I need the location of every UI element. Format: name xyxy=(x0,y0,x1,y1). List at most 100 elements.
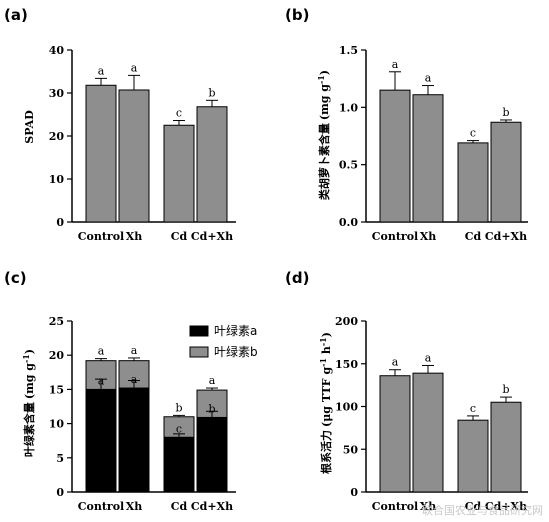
panel-d-ytick-label: 50 xyxy=(343,443,359,456)
panel-c-category-label: Control xyxy=(78,500,124,513)
panel-d-bar xyxy=(379,375,411,493)
panel-c-ylabel: 叶绿素含量 (mg g-1) xyxy=(21,349,36,457)
panel-a-ytick-label: 40 xyxy=(49,44,65,57)
panel-c-bar-chl-a xyxy=(85,388,117,493)
panel-b-category-label: Control xyxy=(372,230,418,243)
panel-c-significance-chl-a: b xyxy=(208,402,215,415)
panel-c-ylabel-unit: (mg g xyxy=(23,363,36,399)
panel-d-category-label: Control xyxy=(372,500,418,513)
legend-swatch-chl-b xyxy=(189,346,209,358)
panel-d-category-label: Cd+Xh xyxy=(485,500,527,513)
panel-d-ylabel-main: 根系活力 xyxy=(319,430,333,474)
panel-a-label: (a) xyxy=(4,6,28,24)
panel-b-significance-label: b xyxy=(502,106,509,119)
panel-c-bar-chl-a xyxy=(163,436,195,493)
panel-b-ytick-label: 0.0 xyxy=(339,216,358,229)
panel-d-ytick-label: 0 xyxy=(350,486,358,499)
panel-d-category-label: Cd xyxy=(465,500,482,513)
panel-b-ylabel-main: 类胡萝卜素含量 xyxy=(317,123,331,200)
panel-c-ytick-label: 20 xyxy=(49,349,65,362)
panel-a-ylabel: SPAD xyxy=(23,110,36,144)
panel-d-significance-label: c xyxy=(470,402,476,415)
panel-a-category-label: Xh xyxy=(126,230,143,243)
panel-c-legend: 叶绿素a 叶绿素b xyxy=(189,323,258,359)
panel-c-category-label: Cd+Xh xyxy=(191,500,233,513)
panel-a-significance-label: c xyxy=(176,107,182,120)
panel-c-ytick-label: 15 xyxy=(49,383,64,396)
panel-a-ytick-label: 0 xyxy=(56,216,64,229)
panel-c-ylabel-close: ) xyxy=(23,349,36,354)
panel-c-significance-chl-b: b xyxy=(175,401,182,414)
panel-d-ylabel-sup: -1 xyxy=(318,358,328,367)
legend-label-chl-a: 叶绿素a xyxy=(214,323,257,338)
panel-b-category-label: Xh xyxy=(420,230,437,243)
panel-c-ytick-label: 5 xyxy=(56,452,64,465)
panel-c-ytick-label: 0 xyxy=(56,486,64,499)
panel-c-ylabel-main: 叶绿素含量 xyxy=(22,402,36,457)
legend-swatch-chl-a xyxy=(189,325,209,337)
panel-b-ylabel-close: ) xyxy=(318,70,331,75)
panel-c-category-label: Xh xyxy=(126,500,143,513)
panel-b-ylabel-unit: (mg g xyxy=(318,84,331,120)
panel-d-ylabel-close: ) xyxy=(320,332,333,337)
panel-b-bar xyxy=(490,121,522,223)
panel-d-significance-label: a xyxy=(425,351,432,364)
panel-b-ytick-label: 1.0 xyxy=(339,101,358,114)
panel-b-bar xyxy=(457,142,489,223)
panel-c-significance-chl-b: a xyxy=(131,344,138,357)
panel-d-significance-label: a xyxy=(392,356,399,369)
panel-d-ylabel-unit: (μg TTF g xyxy=(320,367,333,427)
panel-a-ytick-label: 10 xyxy=(49,173,65,186)
panel-a-bar xyxy=(118,89,150,223)
panel-c-bar-chl-a xyxy=(196,416,228,493)
panel-b-bar xyxy=(412,94,444,223)
panel-a-category-label: Cd+Xh xyxy=(191,230,233,243)
panel-d-ytick-label: 200 xyxy=(335,315,358,328)
panel-b-significance-label: a xyxy=(425,72,432,85)
panel-b-ytick-label: 1.5 xyxy=(339,44,358,57)
legend-label-chl-b: 叶绿素b xyxy=(214,344,258,359)
panel-c-ytick-label: 10 xyxy=(49,418,65,431)
panel-d-category-label: Xh xyxy=(420,500,437,513)
panel-c-significance-chl-a: c xyxy=(176,422,182,435)
panel-c-label: (c) xyxy=(4,269,27,287)
panel-b-ytick-label: 0.5 xyxy=(339,159,358,172)
panel-d-ylabel-mid: h xyxy=(320,346,333,358)
panel-d-label: (d) xyxy=(285,269,309,287)
panel-a-bar xyxy=(196,106,228,223)
panel-b-significance-label: c xyxy=(470,127,476,140)
panel-d-bar xyxy=(490,401,522,493)
panel-a-category-label: Cd xyxy=(171,230,188,243)
panel-c-bar-chl-a xyxy=(118,387,150,493)
panel-c-ylabel-sup: -1 xyxy=(21,354,31,363)
panel-c-significance-chl-b: a xyxy=(98,345,105,358)
panel-a-significance-label: a xyxy=(98,64,105,77)
watermark: 联合国农业与食品研究网 xyxy=(422,504,543,517)
panel-a-significance-label: b xyxy=(208,86,215,99)
panel-a-ytick-label: 20 xyxy=(49,130,65,143)
panel-d-ylabel-sup2: -1 xyxy=(318,337,328,346)
panel-c-ytick-label: 25 xyxy=(49,315,64,328)
panel-a-bar xyxy=(163,124,195,223)
panel-c-category-label: Cd xyxy=(171,500,188,513)
panel-c-significance-chl-a: a xyxy=(98,374,105,387)
panel-d-significance-label: b xyxy=(502,383,509,396)
panel-b-label: (b) xyxy=(285,6,309,24)
panel-b-significance-label: a xyxy=(392,58,399,71)
panel-c-significance-chl-b: a xyxy=(209,374,216,387)
panel-d: (d) 根系活力(μg TTF g-1 h-1) 050100150200Con… xyxy=(285,269,528,513)
panel-c-bar-chl-b xyxy=(196,389,228,418)
panel-d-ytick-label: 100 xyxy=(335,401,358,414)
panel-a-bar xyxy=(85,84,117,223)
panel-b-ylabel-sup: -1 xyxy=(316,75,326,84)
panel-d-ytick-label: 150 xyxy=(335,358,358,371)
panel-c-significance-chl-a: a xyxy=(131,373,138,386)
panel-d-bar xyxy=(412,372,444,493)
panel-b-bar xyxy=(379,89,411,223)
panel-d-ylabel: 根系活力(μg TTF g-1 h-1) xyxy=(318,332,333,474)
panel-b-category-label: Cd xyxy=(465,230,482,243)
panel-b-ylabel: 类胡萝卜素含量 (mg g-1) xyxy=(316,70,331,200)
panel-a-ytick-label: 30 xyxy=(49,87,65,100)
panel-b: (b) 类胡萝卜素含量 (mg g-1) 0.0 0.5 1.0 1.5 Control X… xyxy=(285,6,528,243)
